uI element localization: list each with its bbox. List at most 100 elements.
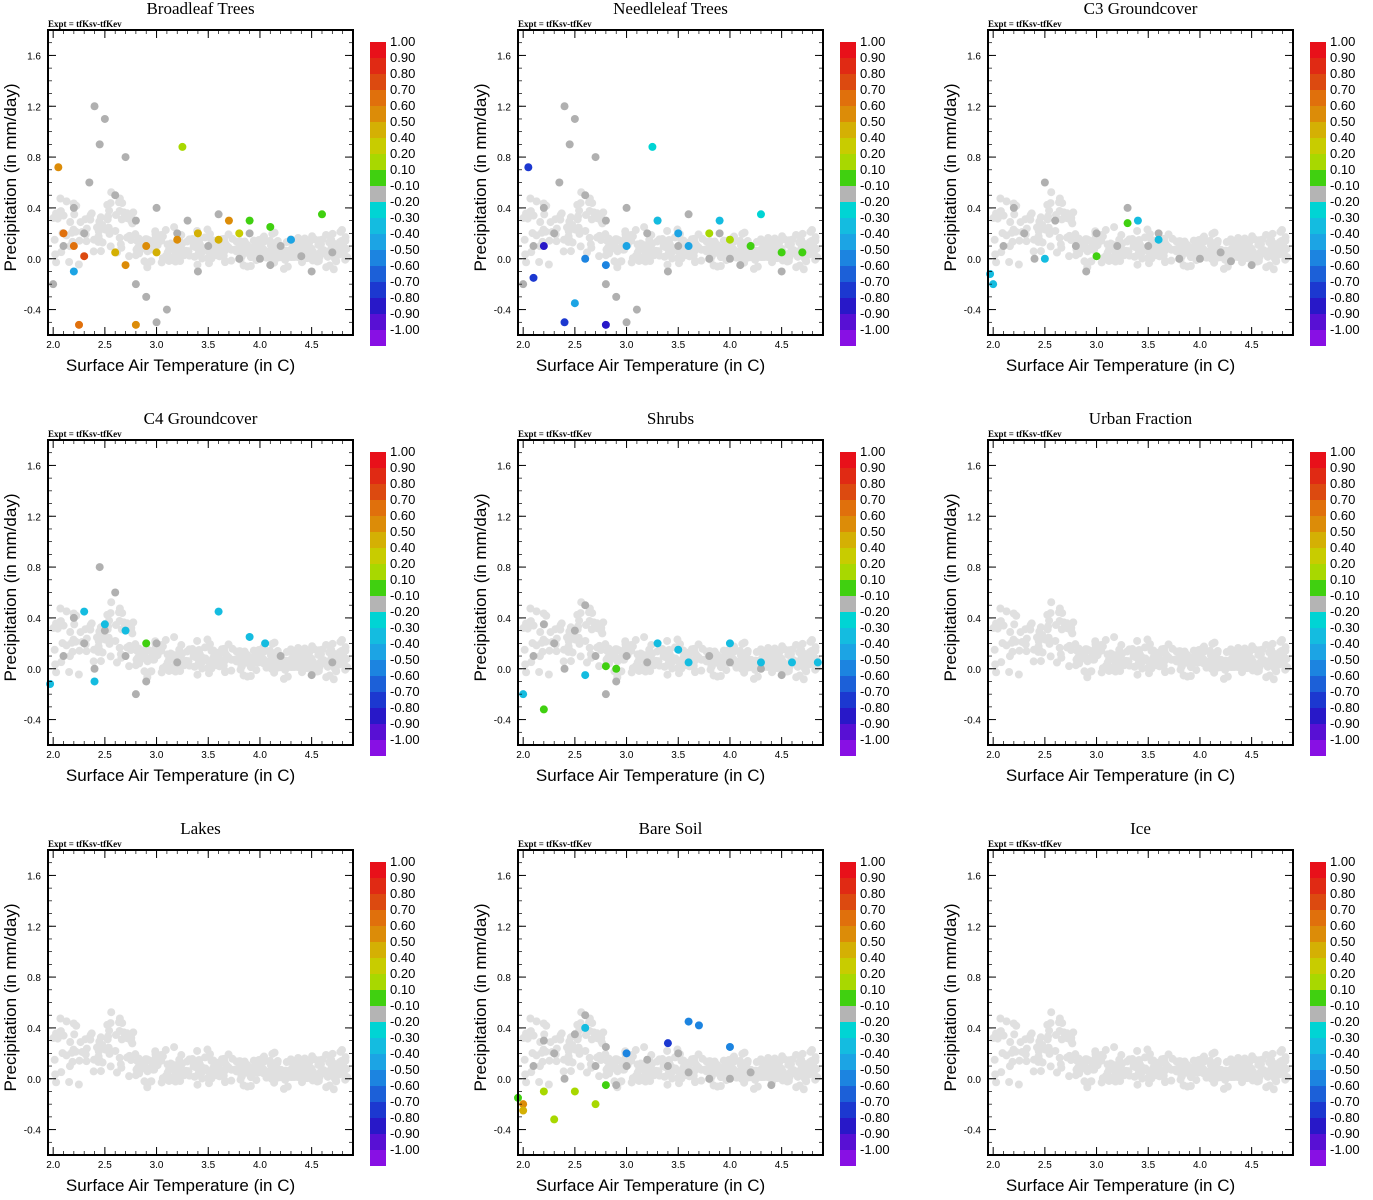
colored-point [539, 705, 548, 714]
x-tick-label: 3.0 [1090, 750, 1104, 761]
colorbar-label: -0.50 [1330, 652, 1360, 667]
colorbar-label: 0.50 [1330, 524, 1355, 539]
y-tick-label: 1.2 [27, 922, 41, 933]
x-tick-label: 4.0 [723, 750, 737, 761]
background-point [123, 233, 132, 242]
grey-point [245, 229, 254, 238]
colorbar-label: -0.40 [390, 226, 420, 241]
background-point [1129, 237, 1138, 246]
experiment-label: Expt = tfKsv-tfKev [518, 839, 592, 849]
background-point [183, 647, 192, 656]
colorbar-swatch [370, 564, 386, 580]
background-point [519, 214, 528, 223]
grey-point [193, 267, 202, 276]
background-point [990, 235, 999, 244]
background-point [587, 1035, 596, 1044]
background-point [691, 668, 700, 677]
x-tick-label: 3.0 [150, 1160, 164, 1171]
colorbar-swatch [840, 154, 856, 170]
colorbar-swatch [370, 548, 386, 564]
background-point [526, 207, 535, 216]
background-point [1020, 638, 1029, 647]
background-point [341, 255, 350, 264]
background-point [811, 255, 820, 264]
background-point [176, 1077, 185, 1086]
colorbar-swatch [840, 186, 856, 202]
grey-point [95, 563, 104, 572]
background-point [528, 639, 537, 648]
x-tick-label: 4.5 [305, 340, 319, 351]
background-point [203, 635, 212, 644]
background-point [1269, 675, 1278, 684]
background-point [1277, 236, 1286, 245]
colored-point [519, 690, 528, 699]
background-point [204, 259, 213, 268]
grey-point [142, 677, 151, 686]
grey-point [612, 292, 621, 301]
colorbar-label: -0.50 [1330, 242, 1360, 257]
background-point [1029, 657, 1038, 666]
background-point [763, 247, 772, 256]
background-point [1044, 223, 1053, 232]
colorbar-swatch [1310, 330, 1326, 346]
background-point [249, 1056, 258, 1065]
background-point [574, 223, 583, 232]
colorbar-swatch [840, 250, 856, 266]
background-point [65, 1078, 74, 1087]
background-point [332, 1077, 341, 1086]
colorbar-label: 0.60 [1330, 98, 1355, 113]
grey-point [674, 1049, 683, 1058]
background-point [997, 658, 1006, 667]
background-point [207, 252, 216, 261]
grey-point [643, 658, 652, 667]
background-point [65, 1062, 74, 1071]
colorbar-label: -0.80 [390, 700, 420, 715]
background-point [581, 636, 590, 645]
colorbar-label: 0.10 [860, 572, 885, 587]
colorbar-label: 0.60 [1330, 508, 1355, 523]
x-tick-label: 2.5 [568, 1160, 582, 1171]
background-point [176, 667, 185, 676]
colorbar-swatch [1310, 660, 1326, 676]
background-point [318, 235, 327, 244]
y-tick-label: 0.0 [497, 665, 511, 676]
colorbar-swatch [370, 612, 386, 628]
colorbar-swatch [370, 218, 386, 234]
y-axis-label: Precipitation (in mm/day) [941, 83, 960, 271]
y-tick-label: 0.4 [967, 614, 981, 625]
grey-point [121, 153, 130, 162]
background-point [1269, 265, 1278, 274]
grey-point [529, 242, 538, 251]
background-point [551, 215, 560, 224]
background-point [521, 1070, 530, 1079]
background-point [207, 1072, 216, 1081]
background-point [176, 257, 185, 266]
grey-point [999, 242, 1008, 251]
background-point [1143, 635, 1152, 644]
background-point [769, 1062, 778, 1071]
colorbar-label: 0.50 [390, 114, 415, 129]
colored-point [612, 664, 621, 673]
background-point [635, 256, 644, 265]
x-tick-label: 3.5 [1141, 340, 1155, 351]
background-point [719, 1056, 728, 1065]
grey-point [663, 1062, 672, 1071]
background-point [1227, 646, 1236, 655]
background-point [189, 647, 198, 656]
colored-point [100, 620, 109, 629]
background-point [677, 252, 686, 261]
colorbar-swatch [840, 298, 856, 314]
y-tick-label: 0.8 [967, 563, 981, 574]
background-point [252, 666, 261, 675]
background-point [798, 1049, 807, 1058]
background-point [51, 660, 60, 669]
background-point [1076, 654, 1085, 663]
background-point [337, 236, 346, 245]
x-tick-label: 4.0 [1193, 750, 1207, 761]
background-point [286, 655, 295, 664]
background-point [300, 1071, 309, 1080]
grey-point [276, 242, 285, 251]
colorbar-label: 0.10 [390, 982, 415, 997]
background-point [293, 1067, 302, 1076]
background-point [70, 1030, 79, 1039]
